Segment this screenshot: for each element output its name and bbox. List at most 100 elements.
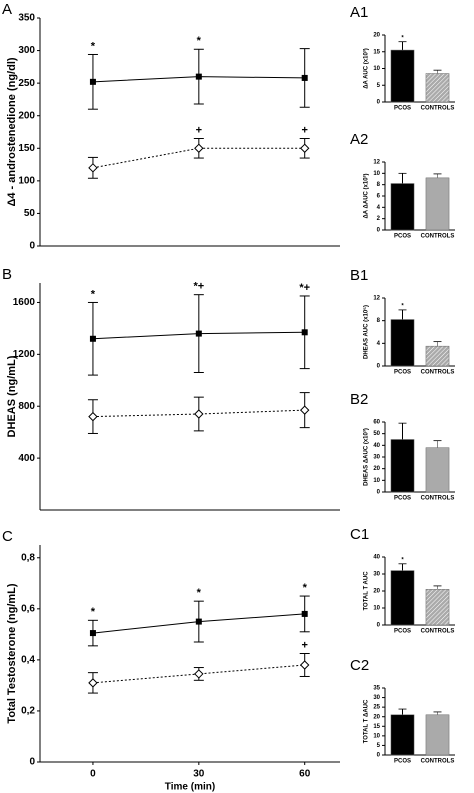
y-tick-label: 50	[373, 431, 380, 437]
x-tick-label: PCOS	[394, 629, 411, 635]
y-tick-label: 20	[373, 33, 380, 39]
x-tick-label: CONTROLS	[421, 629, 455, 635]
y-tick-label: 0	[377, 490, 381, 496]
y-tick-label: 4	[377, 341, 381, 347]
point-label: +	[301, 639, 307, 651]
y-tick-label: 800	[18, 401, 35, 412]
bar	[390, 714, 415, 756]
panel-label: B2	[350, 391, 368, 408]
y-tick-label: 4	[377, 205, 381, 211]
y-tick-label: 60	[373, 420, 380, 426]
y-tick-label: 2	[377, 216, 381, 222]
point-label: *+	[299, 282, 310, 294]
point	[299, 660, 310, 670]
x-tick-label: CONTROLS	[421, 759, 455, 765]
y-tick-label: 50	[24, 208, 36, 219]
y-tick-label: 0	[377, 623, 381, 629]
y-tick-label: 10	[373, 478, 380, 484]
point	[89, 335, 96, 342]
point	[89, 78, 96, 85]
y-tick-label: 0,2	[21, 706, 35, 717]
x-tick-label: PCOS	[394, 496, 411, 502]
y-tick-label: 0	[29, 757, 35, 768]
y-axis-title: TOTAL T AUC	[364, 571, 370, 611]
point	[195, 330, 202, 337]
point	[301, 329, 308, 336]
x-tick-label: CONTROLS	[421, 234, 455, 240]
y-tick-label: 6	[377, 194, 381, 200]
point	[299, 405, 310, 415]
point-label: *	[401, 303, 404, 309]
y-tick-label: 350	[18, 13, 35, 24]
point	[89, 630, 96, 637]
bar	[425, 177, 450, 231]
bar	[425, 589, 450, 626]
y-tick-label: 0,6	[21, 603, 35, 614]
bar	[390, 570, 415, 626]
y-tick-label: 1600	[13, 297, 36, 308]
y-tick-label: 35	[373, 686, 380, 692]
point	[194, 409, 204, 419]
point	[301, 74, 308, 81]
y-tick-label: 0,8	[21, 552, 35, 563]
x-tick-label: PCOS	[394, 370, 411, 376]
y-tick-label: 10	[373, 606, 380, 612]
x-tick-label: 0	[90, 769, 96, 780]
y-tick-label: 12	[373, 296, 380, 302]
y-tick-label: 10	[373, 66, 380, 72]
point-label: *	[401, 557, 404, 563]
point-label: *	[91, 606, 96, 618]
point	[299, 143, 310, 153]
panel-label: C	[2, 528, 13, 545]
y-tick-label: 0	[377, 364, 381, 370]
bar	[425, 447, 450, 493]
bar	[390, 49, 415, 103]
y-tick-label: 8	[377, 182, 381, 188]
y-axis-title: DHEAS AUC (x10⁵)	[364, 305, 370, 359]
point-label: *+	[193, 281, 204, 293]
y-tick-label: 0	[377, 753, 381, 759]
point-label: *	[197, 35, 202, 47]
point-label: +	[196, 124, 202, 136]
y-tick-label: 100	[18, 175, 35, 186]
point-label: *	[197, 587, 202, 599]
y-tick-label: 30	[373, 695, 380, 701]
bar	[390, 183, 415, 231]
x-tick-label: PCOS	[394, 106, 411, 112]
y-tick-label: 150	[18, 143, 35, 154]
x-tick-label: CONTROLS	[421, 370, 455, 376]
y-tick-label: 30	[373, 572, 380, 578]
point	[88, 678, 98, 688]
y-tick-label: 200	[18, 110, 35, 121]
y-tick-label: 10	[373, 733, 380, 739]
y-tick-label: 5	[377, 743, 381, 749]
x-tick-label: PCOS	[394, 234, 411, 240]
point	[195, 618, 202, 625]
y-tick-label: 0,4	[21, 655, 35, 666]
y-tick-label: 0	[377, 228, 381, 234]
x-tick-label: CONTROLS	[421, 496, 455, 502]
x-tick-label: 60	[299, 769, 311, 780]
point-label: *	[91, 288, 96, 300]
y-axis-title: ΔA ΔAUC (x10³)	[363, 173, 370, 218]
bar	[425, 345, 450, 367]
panel-label: C1	[350, 526, 369, 543]
y-tick-label: 40	[373, 443, 380, 449]
y-tick-label: 20	[373, 466, 380, 472]
y-tick-label: 8	[377, 318, 381, 324]
y-tick-label: 0	[29, 241, 35, 252]
y-axis-title: ΔA AUC (x10³)	[363, 48, 370, 89]
y-tick-label: 15	[373, 49, 380, 55]
y-tick-label: 1200	[13, 349, 36, 360]
y-tick-label: 25	[373, 705, 380, 711]
panel-label: B	[2, 266, 12, 283]
point	[88, 411, 98, 422]
y-axis-title: DHEAS (ng/mL)	[6, 355, 18, 437]
y-tick-label: 0	[377, 100, 381, 106]
y-tick-label: 300	[18, 45, 35, 56]
bar	[425, 714, 450, 756]
y-tick-label: 400	[18, 453, 35, 464]
y-tick-label: 5	[377, 83, 381, 89]
